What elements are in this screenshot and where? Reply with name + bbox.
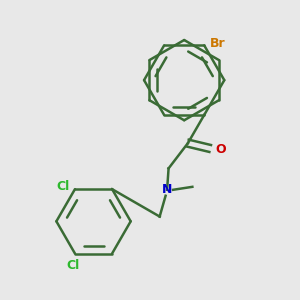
Text: O: O [215, 143, 226, 157]
Text: N: N [162, 183, 172, 196]
Text: Br: Br [210, 38, 225, 50]
Text: Cl: Cl [56, 180, 70, 193]
Text: Cl: Cl [67, 259, 80, 272]
